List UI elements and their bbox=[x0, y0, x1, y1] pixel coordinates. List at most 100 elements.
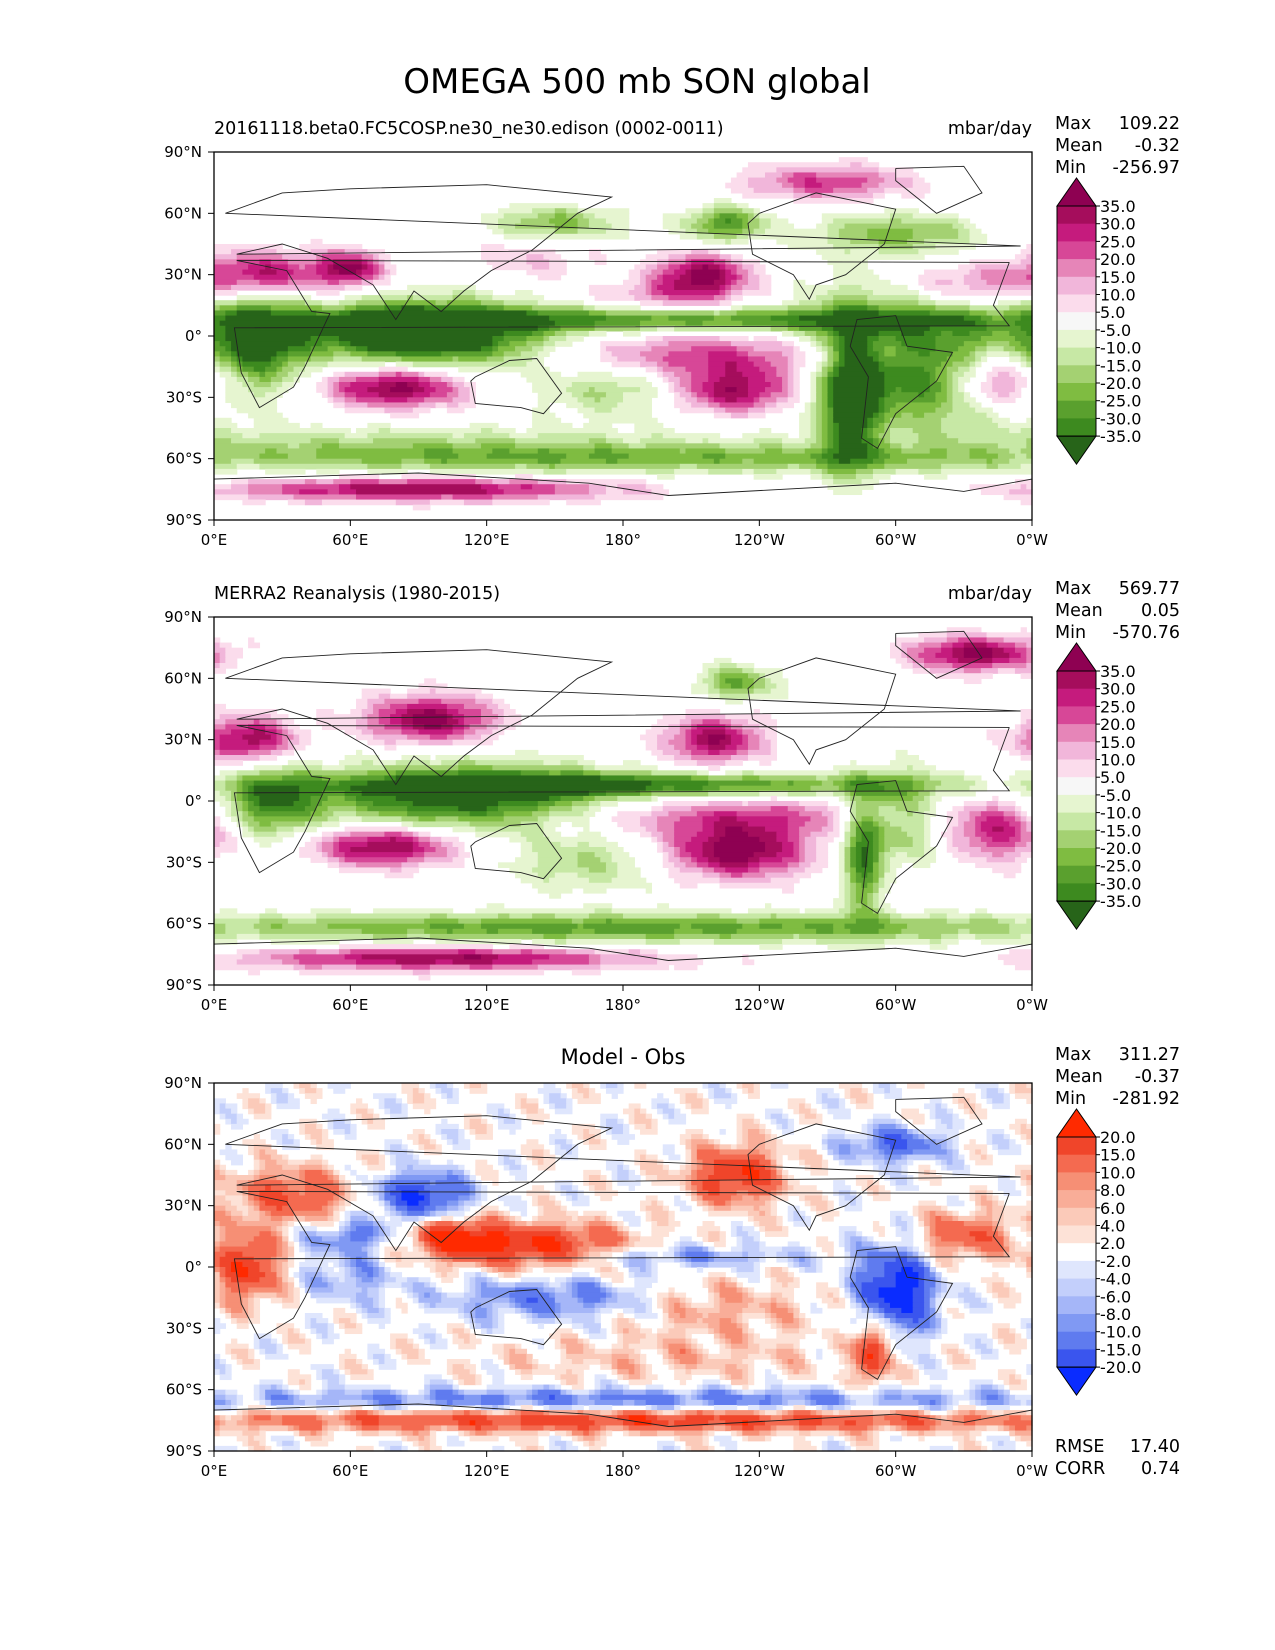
map-cell bbox=[395, 1205, 408, 1212]
y-tick-label: 60°N bbox=[164, 204, 202, 222]
map-cell bbox=[219, 739, 249, 746]
map-cell bbox=[657, 847, 664, 853]
map-cell bbox=[736, 811, 800, 817]
map-cell bbox=[463, 499, 493, 506]
map-cell bbox=[276, 1231, 283, 1237]
map-cell bbox=[219, 841, 238, 848]
map-cell bbox=[787, 1180, 800, 1186]
map-cell bbox=[657, 1093, 664, 1099]
map-cell bbox=[674, 382, 681, 388]
map-cell bbox=[657, 1108, 664, 1115]
map-cell bbox=[668, 1210, 675, 1217]
map-cell bbox=[412, 1088, 420, 1094]
map-cell bbox=[782, 448, 806, 455]
map-cell bbox=[901, 192, 925, 199]
map-cell bbox=[321, 1113, 346, 1120]
map-cell bbox=[554, 872, 579, 879]
map-cell bbox=[236, 1272, 249, 1278]
map-cell bbox=[770, 1118, 777, 1125]
map-cell bbox=[390, 1251, 403, 1258]
map-cell bbox=[1009, 371, 1022, 378]
map-cell bbox=[310, 811, 323, 817]
map-cell bbox=[367, 1185, 374, 1191]
map-cell bbox=[321, 392, 329, 398]
map-cell bbox=[713, 678, 721, 685]
map-cell bbox=[736, 1113, 755, 1120]
map-cell bbox=[787, 831, 800, 838]
map-cell bbox=[282, 1139, 295, 1145]
map-cell bbox=[679, 376, 692, 383]
map-cell bbox=[526, 428, 618, 434]
map-cell bbox=[782, 1113, 789, 1120]
map-cell bbox=[645, 284, 652, 291]
map-cell bbox=[401, 1256, 431, 1263]
map-cell bbox=[395, 1154, 414, 1161]
map-cell bbox=[214, 1129, 221, 1135]
map-cell bbox=[872, 433, 880, 439]
map-cell bbox=[770, 1154, 777, 1161]
map-cell bbox=[253, 1200, 261, 1207]
map-cell bbox=[742, 1088, 749, 1094]
map-cell bbox=[997, 744, 1016, 751]
map-cell bbox=[253, 1195, 261, 1202]
map-cell bbox=[1003, 959, 1033, 966]
map-cell bbox=[918, 392, 925, 398]
map-cell bbox=[276, 387, 289, 393]
map-cell bbox=[833, 1154, 840, 1161]
map-cell bbox=[793, 841, 800, 848]
map-cell bbox=[765, 729, 777, 736]
map-cell bbox=[986, 392, 999, 398]
map-cell bbox=[214, 734, 221, 741]
map-cell bbox=[850, 852, 857, 858]
map-cell bbox=[924, 1236, 931, 1243]
map-cell bbox=[526, 269, 567, 276]
map-cell bbox=[1009, 1246, 1016, 1253]
map-cell bbox=[833, 1185, 851, 1191]
map-cell bbox=[816, 857, 829, 863]
map-cell bbox=[282, 361, 289, 368]
map-cell bbox=[969, 310, 988, 317]
map-cell bbox=[992, 1134, 1005, 1140]
map-cell bbox=[498, 1118, 505, 1125]
map-cell bbox=[571, 1088, 579, 1094]
map-cell bbox=[628, 1267, 641, 1273]
map-cell bbox=[1026, 1226, 1033, 1232]
map-cell bbox=[895, 1215, 902, 1222]
map-cell bbox=[776, 1154, 783, 1161]
map-cell bbox=[696, 724, 726, 731]
map-cell bbox=[787, 1103, 800, 1110]
map-cell bbox=[1003, 1190, 1022, 1197]
map-cell bbox=[719, 663, 738, 669]
map-cell bbox=[287, 1134, 295, 1140]
map-cell bbox=[475, 729, 493, 736]
map-cell bbox=[327, 1200, 334, 1207]
map-cell bbox=[537, 1108, 545, 1115]
map-cell bbox=[941, 330, 954, 337]
map-cell bbox=[435, 1251, 448, 1258]
map-cell bbox=[566, 499, 601, 506]
map-cell bbox=[270, 1210, 295, 1217]
map-cell bbox=[515, 857, 539, 863]
map-cell bbox=[327, 382, 334, 388]
map-cell bbox=[872, 1221, 880, 1227]
map-cell bbox=[918, 1200, 937, 1207]
map-cell bbox=[617, 1241, 624, 1248]
map-cell bbox=[395, 739, 420, 746]
map-cell bbox=[736, 172, 766, 179]
map-cell bbox=[469, 392, 476, 398]
map-cell bbox=[935, 279, 954, 286]
map-cell bbox=[583, 826, 590, 833]
map-cell bbox=[674, 831, 698, 838]
map-cell bbox=[526, 836, 550, 843]
map-cell bbox=[980, 811, 1005, 817]
map-cell bbox=[248, 969, 261, 976]
map-cell bbox=[458, 366, 550, 373]
map-cell bbox=[645, 1205, 664, 1212]
map-cell bbox=[674, 826, 704, 833]
map-cell bbox=[730, 872, 743, 879]
map-cell bbox=[702, 387, 715, 393]
map-cell bbox=[1014, 724, 1022, 731]
map-cell bbox=[958, 847, 982, 853]
map-cell bbox=[878, 448, 885, 455]
map-cell bbox=[782, 939, 817, 945]
